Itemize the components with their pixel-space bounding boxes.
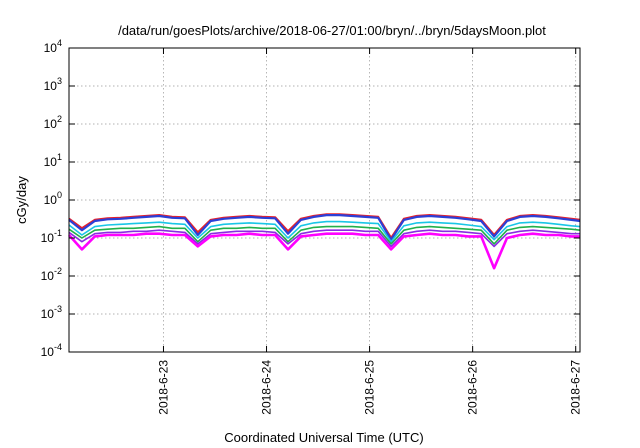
x-axis: 2018-6-23 2018-6-24 2018-6-25 2018-6-26 2018… [156, 48, 583, 415]
y-tick-label: 10-4 [41, 342, 62, 359]
series-line-4 [68, 225, 581, 245]
series-line-2 [68, 214, 581, 241]
y-tick-label: 10-1 [41, 228, 62, 245]
y-tick-label: 10-2 [41, 266, 62, 283]
y-tick-label: 101 [44, 152, 62, 169]
chart-title: /data/run/goesPlots/archive/2018-06-27/0… [118, 23, 546, 38]
x-tick-label: 2018-6-27 [569, 360, 583, 415]
x-tick-label: 2018-6-23 [156, 360, 170, 415]
grid [69, 48, 580, 352]
y-tick-label: 103 [44, 76, 62, 93]
series-line-3 [68, 220, 581, 243]
y-tick-label: 10-3 [41, 304, 62, 321]
series-line-6 [68, 232, 580, 270]
y-axis-label: cGy/day [14, 176, 29, 224]
series-group [68, 213, 581, 270]
y-tick-label: 100 [44, 190, 62, 207]
x-tick-label: 2018-6-26 [466, 360, 480, 415]
x-axis-label: Coordinated Universal Time (UTC) [224, 430, 423, 445]
y-axis: 10-4 10-3 10-2 10-1 100 101 102 103 104 [41, 38, 580, 359]
y-tick-label: 102 [44, 114, 62, 131]
x-tick-label: 2018-6-25 [363, 360, 377, 415]
x-tick-label: 2018-6-24 [260, 360, 274, 415]
series-line-5 [68, 229, 580, 248]
y-tick-label: 104 [44, 38, 62, 55]
